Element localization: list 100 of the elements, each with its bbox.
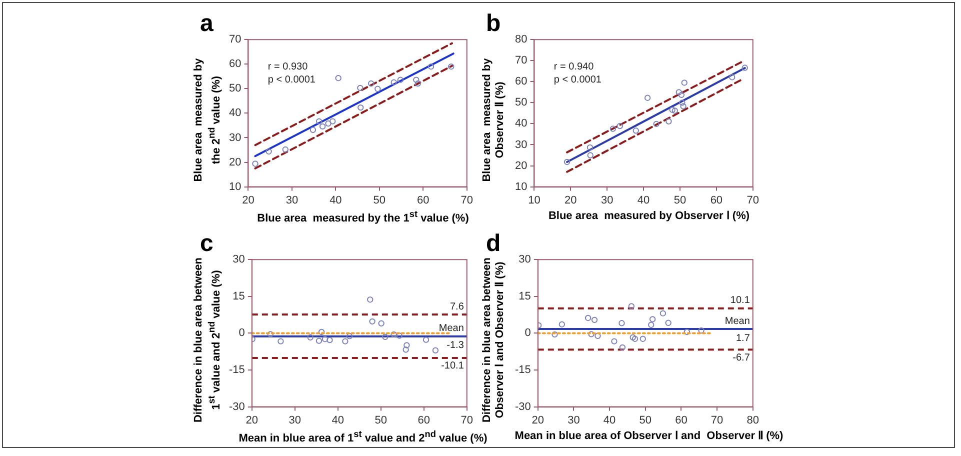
ref-line-label: Mean [724, 316, 750, 327]
y-tick-label: 0 [524, 327, 531, 340]
point [367, 296, 374, 303]
x-axis-title: Blue area measured by the 1$^{st}$ value (%) [256, 209, 470, 225]
y-tick-label: 15 [518, 290, 531, 302]
point [397, 76, 404, 83]
point [316, 338, 322, 344]
x-tick-label: 40 [637, 194, 650, 206]
ref-line-label: 7.6 [450, 301, 464, 312]
y-tick-label: 30 [514, 138, 528, 151]
point [587, 152, 594, 158]
point [591, 316, 598, 324]
y-tick-label: 70 [514, 54, 528, 67]
point [326, 336, 333, 344]
y-tick-label: 15 [232, 290, 245, 302]
point [616, 122, 623, 130]
y-tick-label: 10 [228, 180, 242, 193]
point [378, 320, 384, 326]
point [679, 100, 686, 106]
x-tick-label: 10 [528, 194, 540, 206]
point [698, 327, 704, 334]
point [588, 331, 594, 338]
x-tick-label: 30 [286, 194, 298, 206]
point [369, 318, 376, 325]
x-tick-label: 40 [603, 414, 616, 426]
point [676, 89, 682, 96]
point [632, 128, 640, 134]
point [678, 92, 685, 98]
point [266, 148, 272, 155]
chart-title: c [200, 230, 214, 258]
point [619, 344, 626, 351]
point [413, 76, 420, 83]
x-tick-label: 60 [418, 414, 430, 426]
point [414, 80, 422, 87]
y-tick-label: -30 [514, 400, 531, 413]
point [282, 146, 289, 153]
point [368, 80, 374, 87]
y-tick-label: 50 [228, 82, 242, 95]
ref-line-label: 10.1 [730, 295, 750, 306]
ref-line-label: -6.7 [732, 352, 750, 364]
point [382, 334, 388, 340]
point [310, 126, 316, 133]
point [252, 160, 258, 167]
ref-line-label: -10.1 [441, 360, 464, 372]
point [404, 342, 410, 348]
x-tick-label: 30 [288, 414, 302, 426]
point [432, 347, 439, 354]
x-tick-label: 70 [460, 194, 474, 206]
point [665, 320, 672, 326]
point [660, 310, 666, 316]
y-tick-label: 30 [232, 254, 245, 266]
point [318, 328, 325, 336]
annotation: r = 0.930 [268, 61, 308, 72]
x-axis-title: Blue area measured by Observer Ⅰ (%) [547, 209, 751, 222]
annotation: 1.7 [736, 332, 750, 344]
point [586, 144, 594, 151]
point [648, 322, 654, 328]
point [618, 320, 625, 326]
point [632, 336, 638, 342]
point [402, 346, 409, 353]
y-tick-label: 50 [514, 96, 528, 109]
point [422, 336, 430, 343]
annotation: r = 0.940 [554, 61, 594, 72]
point [610, 126, 616, 132]
y-tick-label: 30 [228, 132, 242, 144]
x-tick-label: 70 [710, 414, 724, 426]
x-axis-title: Mean in blue area of 1$^{st}$ value and 2$^{nd}$ value (%) [238, 429, 488, 445]
point [390, 79, 397, 86]
point [558, 321, 566, 328]
point [358, 104, 364, 111]
x-axis-title: Mean in blue area of Observer Ⅰ and Observer Ⅱ (%) [514, 429, 784, 442]
point [374, 86, 381, 92]
x-tick-label: 70 [460, 414, 474, 426]
y-tick-label: 20 [514, 160, 528, 172]
y-tick-label: 40 [514, 118, 528, 130]
y-tick-label: -30 [228, 400, 245, 413]
annotation: p < 0.0001 [554, 74, 602, 86]
point [666, 118, 672, 124]
point [322, 336, 328, 342]
point [729, 74, 736, 80]
point [669, 106, 676, 113]
x-tick-label: 80 [746, 414, 760, 426]
annotation: -1.3 [446, 340, 464, 352]
x-tick-label: 20 [564, 194, 577, 206]
x-tick-label: 50 [639, 414, 652, 426]
point [448, 63, 454, 70]
chart-title: b [486, 10, 501, 38]
point [390, 331, 397, 338]
point [742, 64, 748, 71]
point [428, 63, 434, 70]
y-axis-title: Difference in blue area between Observer Ⅰ and Observer Ⅱ (%) [481, 257, 506, 423]
x-tick-label: 40 [332, 414, 344, 426]
chart-title: d [486, 230, 501, 258]
point [346, 333, 353, 340]
x-tick-label: 50 [674, 194, 686, 206]
y-tick-label: 80 [514, 34, 528, 46]
point [319, 123, 326, 130]
x-tick-label: 60 [710, 194, 723, 206]
point [684, 328, 690, 336]
y-tick-label: 60 [228, 58, 242, 70]
